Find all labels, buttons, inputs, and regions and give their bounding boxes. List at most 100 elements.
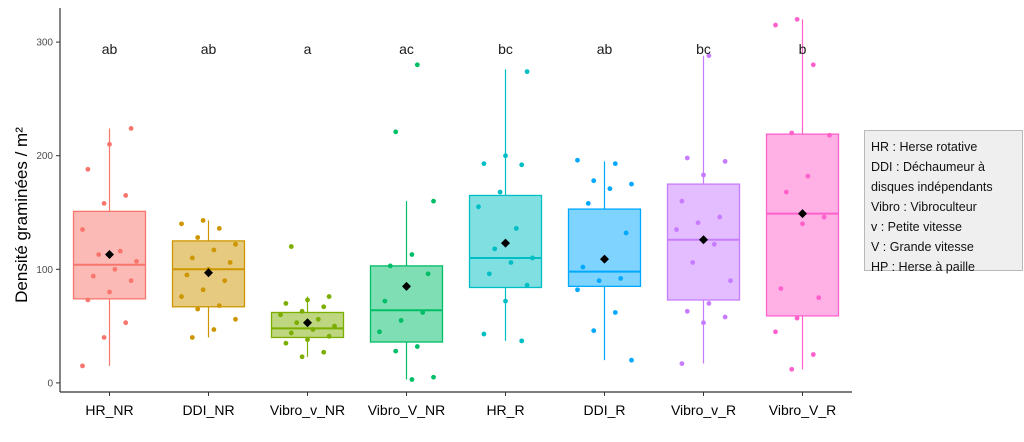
data-point xyxy=(278,312,283,318)
legend-line: disques indépendants xyxy=(871,180,993,194)
data-point xyxy=(96,252,102,257)
data-point xyxy=(717,214,723,220)
data-point xyxy=(810,62,816,68)
data-point xyxy=(821,214,827,220)
data-point xyxy=(305,337,310,343)
data-point xyxy=(179,294,184,299)
data-point xyxy=(299,308,305,314)
data-point xyxy=(409,252,415,257)
legend-box: HR : Herse rotative DDI : Déchaumeur à d… xyxy=(864,130,1023,274)
significance-letter: bc xyxy=(498,41,513,57)
data-point xyxy=(134,258,139,264)
data-point xyxy=(393,129,399,135)
data-point xyxy=(800,221,805,227)
data-point xyxy=(382,298,388,304)
data-point xyxy=(107,141,112,147)
significance-letter: a xyxy=(304,41,312,57)
data-point xyxy=(607,186,613,192)
significance-letter: ab xyxy=(201,41,217,57)
mean-marker xyxy=(204,268,213,278)
data-point xyxy=(211,247,217,253)
data-point xyxy=(575,157,580,163)
y-tick-label: 100 xyxy=(36,265,53,276)
data-point xyxy=(519,338,525,344)
data-point xyxy=(519,162,525,168)
data-point xyxy=(778,286,784,292)
legend-line: V : Grande vitesse xyxy=(871,240,974,254)
data-point xyxy=(414,344,420,349)
data-point xyxy=(216,226,222,231)
data-point xyxy=(431,374,436,380)
y-tick-label: 0 xyxy=(47,378,53,389)
mean-marker xyxy=(501,238,510,248)
data-point xyxy=(701,172,706,178)
x-tick-label: DDI_R xyxy=(583,402,625,418)
box xyxy=(171,240,246,308)
data-point xyxy=(85,297,91,303)
data-point xyxy=(233,316,238,322)
data-point xyxy=(85,166,91,172)
data-point xyxy=(315,316,321,322)
data-point xyxy=(123,320,129,326)
data-point xyxy=(294,320,300,326)
data-point xyxy=(326,333,332,339)
data-point xyxy=(674,227,679,232)
data-point xyxy=(90,273,96,279)
data-point xyxy=(425,271,431,277)
data-point xyxy=(321,349,327,355)
data-point xyxy=(497,189,503,195)
data-point xyxy=(701,320,706,326)
significance-letter: b xyxy=(799,41,807,57)
mean-marker xyxy=(402,281,411,291)
data-point xyxy=(80,227,85,232)
data-point xyxy=(195,306,201,312)
data-point xyxy=(288,244,294,249)
data-point xyxy=(503,298,508,304)
box xyxy=(567,208,642,287)
data-point xyxy=(305,297,310,303)
data-point xyxy=(299,354,305,360)
data-point xyxy=(112,266,118,272)
data-point xyxy=(387,263,393,269)
data-point xyxy=(321,304,327,310)
data-point xyxy=(123,193,129,198)
data-point xyxy=(706,53,712,59)
mean-marker xyxy=(303,318,312,328)
data-point xyxy=(481,331,487,337)
data-point xyxy=(591,178,597,184)
data-point xyxy=(794,16,800,22)
box xyxy=(369,265,444,343)
data-point xyxy=(629,357,634,363)
data-point xyxy=(101,201,107,206)
data-point xyxy=(107,289,112,295)
data-point xyxy=(508,260,514,265)
data-point xyxy=(679,198,685,204)
data-point xyxy=(684,308,690,314)
data-point xyxy=(816,295,822,301)
data-point xyxy=(326,294,332,299)
data-point xyxy=(481,161,487,167)
data-point xyxy=(810,352,816,357)
data-point xyxy=(128,126,134,131)
data-point xyxy=(101,335,107,340)
data-point xyxy=(486,271,492,277)
data-point xyxy=(233,241,238,247)
data-point xyxy=(591,328,597,334)
data-point xyxy=(227,260,233,265)
data-point xyxy=(524,69,530,75)
data-point xyxy=(310,327,316,332)
significance-letter: bc xyxy=(696,41,711,57)
data-point xyxy=(476,204,481,210)
data-point xyxy=(184,272,190,278)
data-point xyxy=(679,361,685,366)
data-point xyxy=(530,255,535,261)
mean-marker xyxy=(699,235,708,245)
x-tick-label: Vibro_v_R xyxy=(671,402,736,418)
data-point xyxy=(128,278,134,284)
data-point xyxy=(794,315,800,321)
data-point xyxy=(789,130,795,136)
data-point xyxy=(580,264,586,270)
data-point xyxy=(596,278,602,284)
data-point xyxy=(222,278,228,284)
